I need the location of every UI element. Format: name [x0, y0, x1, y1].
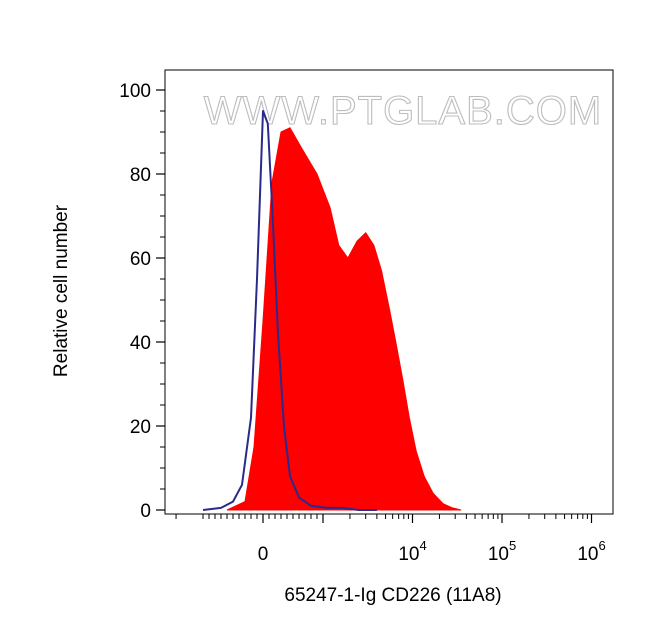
series-isotype-control-line	[202, 110, 377, 511]
plot-frame	[164, 69, 614, 515]
y-tick-label: 60	[130, 249, 151, 270]
y-tick-label: 100	[119, 81, 151, 102]
watermark-text: WWW.PTGLAB.COM	[204, 89, 602, 133]
plot-border	[164, 69, 614, 515]
watermark-layer: WWW.PTGLAB.COM	[203, 88, 602, 133]
x-axis: 0 104 105 106	[175, 514, 606, 565]
x-axis-title: 65247-1-Ig CD226 (11A8)	[284, 585, 501, 606]
y-tick-label: 0	[140, 501, 151, 522]
y-axis-title: Relative cell number	[51, 204, 72, 377]
x-tick-label: 106	[577, 538, 605, 565]
x-tick-label: 105	[488, 538, 516, 565]
y-tick-label: 80	[130, 165, 151, 186]
y-tick-label: 20	[130, 417, 151, 438]
series-layer	[202, 110, 462, 511]
x-tick-label: 104	[398, 538, 426, 565]
series-stained-sample-area	[226, 127, 462, 511]
y-tick-label: 40	[130, 333, 151, 354]
x-tick-label: 0	[258, 544, 269, 565]
y-axis: 0 20 40 60 80 100	[119, 81, 165, 522]
